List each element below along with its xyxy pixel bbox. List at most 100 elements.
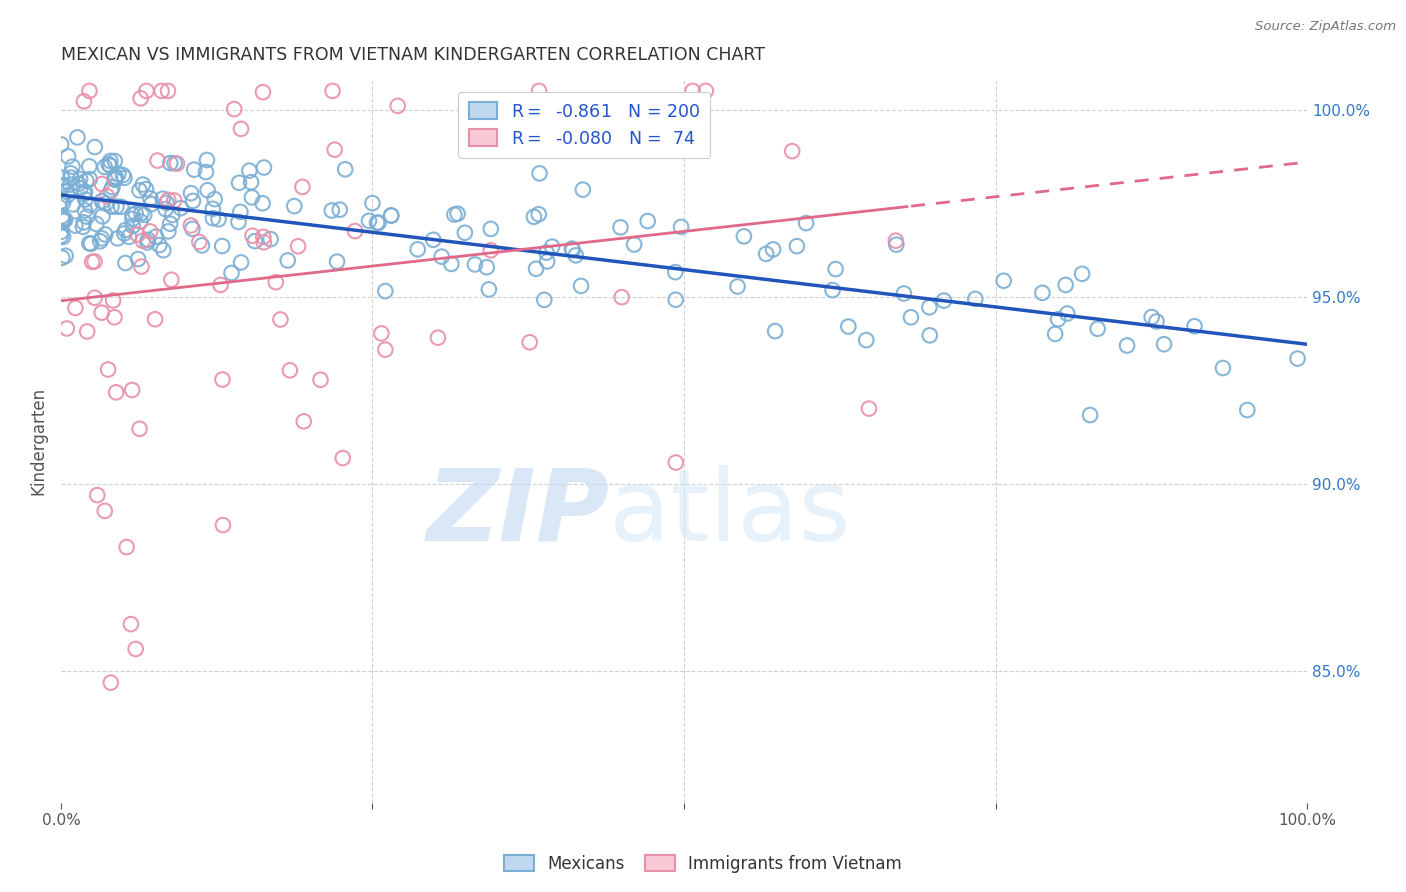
Point [55,249,77,263]
Point [243,234,266,248]
Point [211,239,233,253]
Point [132,178,155,192]
Point [105,385,128,400]
Point [49,225,72,239]
Point [131,260,153,274]
Point [90,194,112,209]
Point [131,206,153,220]
Point [128,183,150,197]
Point [240,175,263,189]
Point [277,253,299,268]
Point [536,245,558,260]
Point [135,182,157,196]
Point [610,290,633,304]
Point [1031,285,1053,300]
Point [755,247,778,261]
Point [665,293,688,307]
Point [51,137,73,152]
Point [229,204,252,219]
Point [1071,267,1094,281]
Point [128,422,150,436]
Text: MEXICAN VS IMMIGRANTS FROM VIETNAM KINDERGARTEN CORRELATION CHART: MEXICAN VS IMMIGRANTS FROM VIETNAM KINDE… [60,46,765,64]
Point [129,214,152,228]
Point [112,227,135,241]
Point [733,229,755,244]
Point [76,210,98,224]
Point [59,166,82,180]
Point [86,488,108,502]
Point [51,251,73,265]
Point [527,207,550,221]
Point [253,161,276,175]
Point [135,84,157,98]
Point [114,256,136,270]
Point [104,169,127,184]
Point [159,156,181,170]
Point [65,301,87,315]
Point [569,279,592,293]
Point [104,153,127,168]
Point [695,84,717,98]
Point [422,233,444,247]
Point [201,202,224,216]
Point [669,219,692,234]
Point [104,173,127,187]
Point [322,84,344,98]
Point [523,210,546,224]
Point [83,140,105,154]
Point [52,179,75,194]
Point [763,324,786,338]
Point [104,170,127,185]
Text: ZIP: ZIP [426,465,609,562]
Point [209,277,232,292]
Point [75,174,97,188]
Point [156,84,179,98]
Point [73,203,96,218]
Point [79,159,101,173]
Point [73,186,96,201]
Point [932,293,955,308]
Point [387,99,409,113]
Point [83,254,105,268]
Point [194,165,217,179]
Text: Source: ZipAtlas.com: Source: ZipAtlas.com [1256,20,1396,33]
Point [519,335,541,350]
Point [136,233,159,247]
Point [727,279,749,293]
Point [118,229,141,244]
Point [430,250,453,264]
Point [292,414,315,428]
Point [73,215,96,229]
Point [1236,403,1258,417]
Point [100,675,122,690]
Point [536,254,558,268]
Point [52,195,75,210]
Point [114,223,136,237]
Point [145,229,167,244]
Point [66,130,89,145]
Point [207,212,229,227]
Point [125,642,148,657]
Point [475,260,498,275]
Point [152,244,174,258]
Point [162,208,184,222]
Point [96,189,118,203]
Point [49,228,72,243]
Point [148,238,170,252]
Point [73,185,96,199]
Point [238,163,260,178]
Point [794,216,817,230]
Point [855,333,877,347]
Point [80,236,103,251]
Point [443,208,465,222]
Point [426,331,449,345]
Point [114,170,136,185]
Point [561,243,583,257]
Point [141,197,163,211]
Point [574,128,596,142]
Point [166,156,188,170]
Point [79,198,101,212]
Point [446,207,468,221]
Point [479,244,502,258]
Legend: Mexicans, Immigrants from Vietnam: Mexicans, Immigrants from Vietnam [498,848,908,880]
